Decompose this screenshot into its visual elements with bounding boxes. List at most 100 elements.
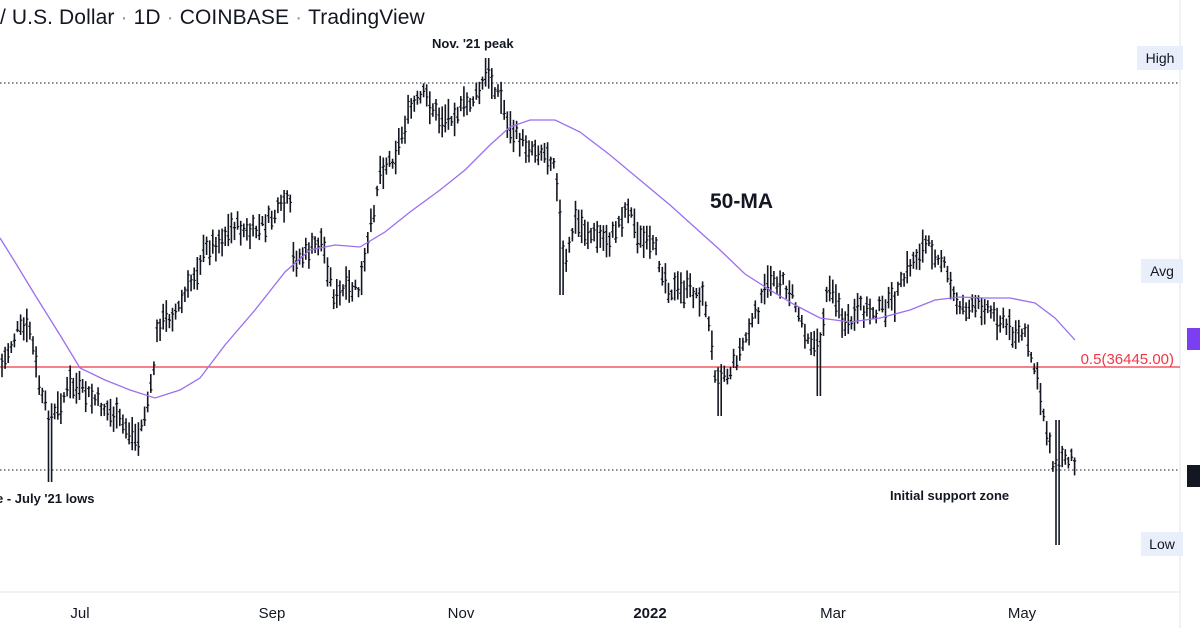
ohlc-bar: [167, 313, 171, 329]
ohlc-bar: [756, 307, 760, 324]
ohlc-bar: [732, 348, 736, 368]
ohlc-bar: [155, 319, 159, 343]
ohlc-bar: [989, 305, 993, 319]
ohlc-bar: [1073, 457, 1077, 476]
price-tag-high-label: High: [1146, 50, 1175, 66]
ohlc-bar: [620, 207, 624, 237]
ohlc-bar: [205, 236, 209, 255]
x-tick-label: May: [1008, 605, 1037, 622]
ohlc-bar: [964, 302, 968, 322]
price-tag-low-label: Low: [1149, 536, 1176, 552]
ohlc-bar: [288, 194, 292, 213]
ohlc-bar: [626, 198, 630, 224]
ohlc-bar: [360, 261, 364, 296]
ohlc-bar: [335, 279, 339, 309]
ohlc-bar: [50, 403, 54, 482]
ohlc-bar: [174, 303, 178, 320]
ohlc-bar: [546, 142, 550, 175]
ohlc-bar: [747, 318, 751, 346]
ohlc-bar: [1038, 383, 1043, 416]
ohlc-bar: [310, 232, 314, 254]
ohlc-bar: [369, 208, 373, 233]
ohlc-bar: [356, 287, 361, 298]
ohlc-bar: [1054, 420, 1058, 545]
ohlc-bar: [958, 301, 962, 315]
ohlc-bar: [130, 417, 134, 451]
ohlc-bar: [828, 275, 832, 302]
ohlc-bar: [666, 282, 671, 303]
ohlc-bar: [859, 295, 863, 311]
ohlc-bar: [477, 81, 481, 105]
ohlc-bar: [558, 199, 562, 295]
ma-annotation: 50-MA: [710, 190, 773, 213]
ohlc-bar: [201, 234, 206, 263]
ohlc-bar: [53, 403, 57, 420]
ohlc-bar: [285, 190, 289, 204]
ohlc-bar: [552, 158, 556, 169]
interval-label[interactable]: 1D: [133, 6, 161, 29]
ohlc-bar: [598, 224, 602, 248]
ohlc-bar: [890, 282, 894, 311]
ohlc-bar: [983, 299, 987, 325]
ohlc-bars: [0, 58, 1077, 545]
ohlc-bar: [170, 307, 175, 332]
ohlc-bar: [905, 251, 909, 284]
ohlc-bar: [102, 403, 106, 416]
ohlc-bar: [474, 82, 478, 100]
ohlc-bar: [883, 299, 888, 328]
peak-annotation: Nov. '21 peak: [432, 36, 514, 51]
ohlc-bar: [313, 236, 317, 254]
ohlc-bar: [378, 155, 382, 184]
price-tag-low[interactable]: Low: [1141, 532, 1183, 556]
ohlc-bar: [270, 210, 274, 230]
ohlc-bar: [415, 90, 419, 105]
ohlc-bar: [260, 216, 264, 227]
ohlc-bar: [1063, 449, 1067, 465]
ohlc-bar: [502, 99, 506, 120]
ohlc-bar: [387, 150, 392, 167]
ohlc-bar: [68, 365, 72, 399]
ohlc-bar: [657, 261, 661, 273]
ohlc-bar: [1057, 420, 1061, 545]
ohlc-bar: [400, 126, 404, 144]
price-tag-high[interactable]: High: [1137, 46, 1183, 70]
ohlc-bar: [604, 224, 609, 258]
pair-name: / U.S. Dollar: [0, 6, 115, 29]
ohlc-bar: [704, 301, 708, 318]
ohlc-bar: [589, 227, 593, 244]
ohlc-bar: [412, 95, 416, 112]
ohlc-bar: [96, 387, 100, 406]
ohlc-bar: [409, 98, 413, 119]
ohlc-bar: [803, 323, 807, 349]
ohlc-bar: [192, 267, 196, 290]
ohlc-bar: [924, 235, 928, 254]
ohlc-bar: [19, 314, 23, 335]
ohlc-bar: [325, 257, 330, 287]
ohlc-bar: [781, 272, 785, 285]
ohlc-bar: [580, 209, 584, 244]
ohlc-bar: [65, 376, 69, 397]
ohlc-bar: [871, 307, 875, 319]
ohlc-bar: [28, 321, 32, 340]
x-tick-label: Nov: [448, 605, 475, 622]
ohlc-bar: [273, 209, 277, 224]
ohlc-bar: [744, 332, 748, 343]
x-tick-label: Mar: [820, 605, 846, 622]
price-tag-avg[interactable]: Avg: [1141, 259, 1183, 283]
ohlc-bar: [183, 286, 187, 302]
ohlc-bar: [710, 330, 714, 360]
ohlc-bar: [298, 248, 302, 265]
ohlc-bar: [722, 365, 726, 382]
ohlc-bar: [992, 302, 996, 322]
ohlc-bar: [282, 190, 286, 223]
ohlc-bar: [573, 200, 578, 234]
ohlc-bar: [149, 374, 153, 393]
ohlc-bar: [676, 271, 680, 300]
ohlc-bar: [31, 336, 35, 355]
ohlc-bar: [899, 271, 903, 288]
ohlc-bar: [254, 225, 258, 239]
ohlc-bar: [933, 249, 937, 268]
ohlc-bar: [437, 107, 441, 134]
ohlc-bar: [865, 296, 869, 317]
